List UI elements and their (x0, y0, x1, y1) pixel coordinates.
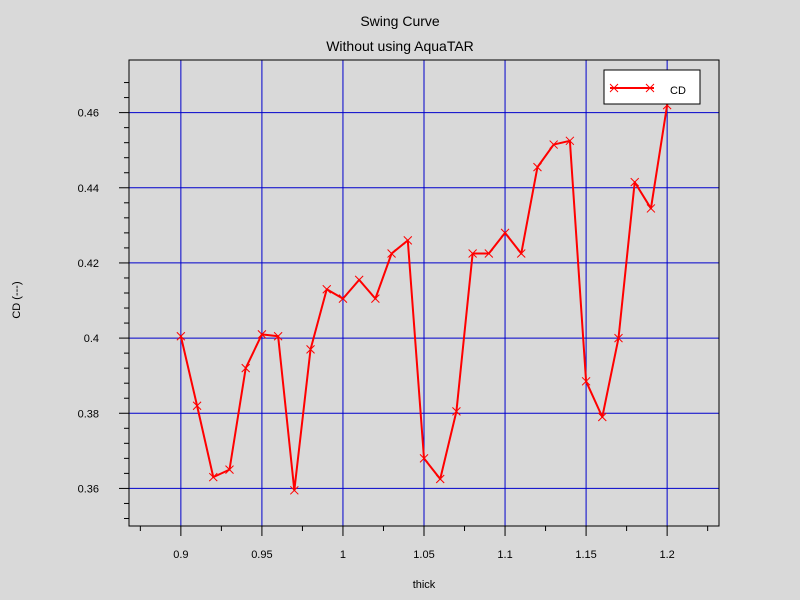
data-point-marker (630, 177, 640, 187)
chart-subtitle: Without using AquaTAR (326, 38, 474, 54)
legend-label-cd: CD (670, 85, 686, 97)
data-point-marker (322, 284, 332, 294)
marker-stroke (516, 249, 526, 258)
data-point-marker (257, 329, 267, 339)
marker-stroke (387, 249, 396, 258)
x-tick-label: 1.1 (497, 549, 512, 561)
data-point-marker (208, 472, 218, 482)
data-point-marker (500, 228, 510, 238)
data-point-marker (614, 333, 623, 343)
data-point-marker (371, 294, 380, 303)
data-point-marker (306, 345, 315, 354)
data-point-marker (565, 136, 575, 146)
marker-stroke (435, 474, 445, 484)
data-point-marker (289, 485, 299, 495)
marker-stroke (338, 294, 348, 303)
y-tick-label: 0.44 (78, 183, 99, 195)
marker-stroke (549, 140, 559, 149)
marker-stroke (225, 465, 234, 474)
series-cd (176, 100, 672, 495)
marker-stroke (630, 177, 640, 187)
data-point-marker (419, 454, 429, 463)
marker-stroke (289, 485, 299, 495)
data-point-marker (354, 275, 364, 285)
chart-title: Swing Curve (360, 13, 440, 29)
marker-stroke (565, 136, 575, 146)
marker-stroke (257, 329, 267, 339)
data-point-marker (581, 376, 591, 386)
marker-stroke (614, 333, 623, 343)
x-tick-label: 1 (340, 549, 346, 561)
y-tick-label: 0.36 (78, 483, 99, 495)
marker-stroke (581, 376, 591, 386)
marker-stroke (468, 249, 477, 258)
data-point-marker (403, 236, 413, 245)
legend: CD (603, 69, 701, 105)
marker-stroke (273, 331, 283, 341)
marker-stroke (645, 83, 655, 93)
legend-marker (645, 83, 655, 93)
data-point-marker (549, 140, 559, 149)
y-tick-label: 0.4 (84, 333, 99, 345)
plot-area (128, 59, 720, 527)
marker-stroke (192, 401, 202, 411)
data-point-marker (273, 331, 283, 341)
marker-stroke (354, 275, 364, 285)
marker-stroke (597, 412, 607, 422)
y-tick-label: 0.38 (78, 408, 99, 420)
marker-stroke (208, 472, 218, 482)
data-point-marker (468, 249, 477, 258)
data-point-marker (452, 407, 461, 416)
data-point-marker (338, 294, 348, 303)
marker-stroke (306, 345, 315, 354)
marker-stroke (371, 294, 380, 303)
data-point-marker (484, 249, 494, 258)
data-point-marker (225, 465, 234, 474)
marker-stroke (500, 228, 510, 238)
x-tick-label: 1.15 (575, 549, 596, 561)
marker-stroke (452, 407, 461, 416)
data-point-marker (597, 412, 607, 422)
data-point-marker (192, 401, 202, 411)
data-point-marker (646, 204, 656, 213)
marker-stroke (646, 204, 656, 213)
x-tick-label: 0.9 (173, 549, 188, 561)
marker-stroke (419, 454, 429, 463)
marker-stroke (484, 249, 494, 258)
x-tick-label: 0.95 (251, 549, 272, 561)
y-tick-label: 0.46 (78, 108, 99, 120)
data-point-marker (176, 331, 186, 341)
data-point-marker (241, 363, 251, 373)
tick-labels: 0.9 0.95 1 1.05 1.1 1.15 1.2 0.36 0.38 0.4 0.42 0.4… (78, 108, 675, 561)
x-axis-label: thick (413, 579, 436, 591)
marker-stroke (241, 363, 251, 373)
grid (129, 60, 719, 526)
x-tick-label: 1.2 (659, 549, 674, 561)
data-point-marker (533, 162, 542, 172)
y-tick-label: 0.42 (78, 258, 99, 270)
marker-stroke (176, 331, 186, 341)
marker-stroke (322, 284, 332, 294)
data-point-marker (516, 249, 526, 258)
marker-stroke (403, 236, 413, 245)
data-point-marker (435, 474, 445, 484)
y-axis-label: CD (---) (11, 281, 23, 318)
marker-stroke (533, 162, 542, 172)
data-point-marker (387, 249, 396, 258)
x-tick-label: 1.05 (413, 549, 434, 561)
legend-marker (609, 83, 619, 93)
marker-stroke (609, 83, 619, 93)
axis-ticks (119, 82, 709, 536)
